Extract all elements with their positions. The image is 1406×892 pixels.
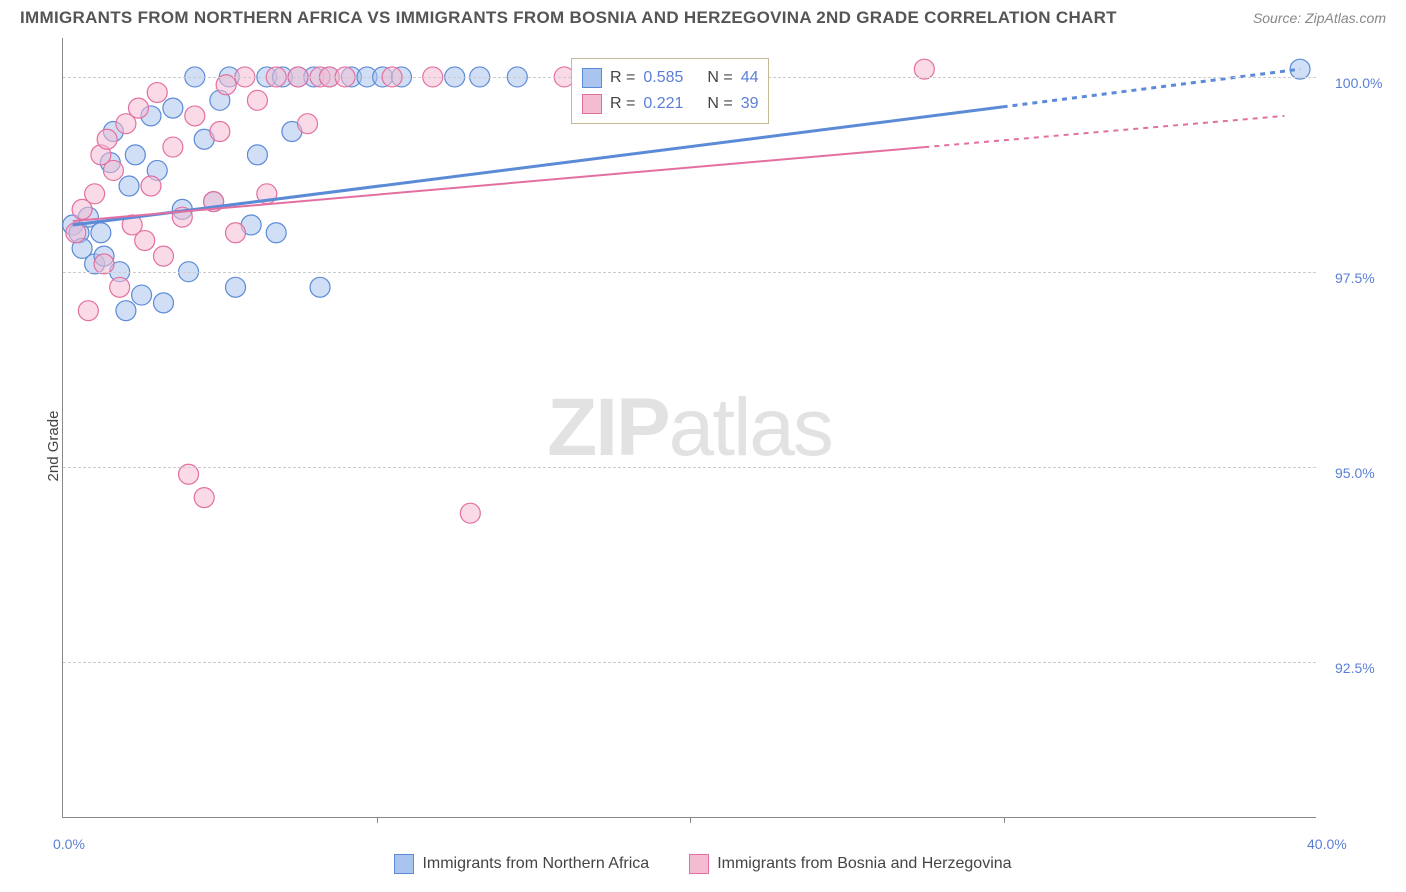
scatter-point xyxy=(154,293,174,313)
scatter-point xyxy=(266,223,286,243)
bottom-legend-item: Immigrants from Northern Africa xyxy=(394,854,649,874)
x-tick xyxy=(1004,817,1005,823)
scatter-point xyxy=(119,176,139,196)
scatter-point xyxy=(310,277,330,297)
scatter-point xyxy=(94,254,114,274)
scatter-point xyxy=(91,223,111,243)
scatter-point xyxy=(460,503,480,523)
x-tick xyxy=(690,817,691,823)
stats-legend-row: R = 0.221 N = 39 xyxy=(582,91,758,117)
bottom-legend-item: Immigrants from Bosnia and Herzegovina xyxy=(689,854,1011,874)
x-tick-label: 0.0% xyxy=(53,836,85,852)
scatter-point xyxy=(147,83,167,103)
bottom-legend: Immigrants from Northern Africa Immigrant… xyxy=(0,854,1406,874)
trend-line-dashed xyxy=(1003,69,1300,107)
title-bar: IMMIGRANTS FROM NORTHERN AFRICA VS IMMIG… xyxy=(20,8,1386,28)
scatter-point xyxy=(85,184,105,204)
scatter-point xyxy=(103,160,123,180)
scatter-point xyxy=(78,301,98,321)
legend-label: Immigrants from Northern Africa xyxy=(422,855,649,873)
gridline xyxy=(63,662,1316,663)
legend-swatch xyxy=(582,94,602,114)
source-label: Source: xyxy=(1253,10,1301,26)
scatter-point xyxy=(154,246,174,266)
plot-area: ZIPatlas 92.5%95.0%97.5%100.0%0.0%40.0%R… xyxy=(62,38,1316,818)
stats-legend-row: R = 0.585 N = 44 xyxy=(582,65,758,91)
y-tick-label: 97.5% xyxy=(1335,270,1375,286)
legend-swatch xyxy=(689,854,709,874)
scatter-point xyxy=(128,98,148,118)
y-tick-label: 95.0% xyxy=(1335,465,1375,481)
scatter-point xyxy=(226,223,246,243)
legend-label: Immigrants from Bosnia and Herzegovina xyxy=(717,855,1011,873)
scatter-point xyxy=(97,129,117,149)
n-value: 39 xyxy=(741,95,759,113)
n-label: N = xyxy=(707,95,732,113)
scatter-point xyxy=(194,488,214,508)
scatter-point xyxy=(116,301,136,321)
r-label: R = xyxy=(610,69,635,87)
scatter-point xyxy=(110,277,130,297)
scatter-point xyxy=(185,106,205,126)
chart-title: IMMIGRANTS FROM NORTHERN AFRICA VS IMMIG… xyxy=(20,8,1117,28)
plot-svg xyxy=(63,38,1316,817)
scatter-point xyxy=(210,121,230,141)
scatter-point xyxy=(163,98,183,118)
source-value: ZipAtlas.com xyxy=(1305,10,1386,26)
trend-line-dashed xyxy=(924,116,1284,147)
y-axis-label: 2nd Grade xyxy=(45,411,62,482)
r-label: R = xyxy=(610,95,635,113)
x-tick xyxy=(377,817,378,823)
scatter-point xyxy=(298,114,318,134)
scatter-point xyxy=(226,277,246,297)
scatter-point xyxy=(141,176,161,196)
r-value: 0.585 xyxy=(643,69,699,87)
legend-swatch xyxy=(582,68,602,88)
source-text: Source: ZipAtlas.com xyxy=(1253,10,1386,26)
x-tick-label: 40.0% xyxy=(1307,836,1347,852)
scatter-point xyxy=(247,90,267,110)
gridline xyxy=(63,467,1316,468)
stats-legend-box: R = 0.585 N = 44 R = 0.221 N = 39 xyxy=(571,58,769,124)
n-label: N = xyxy=(707,69,732,87)
y-tick-label: 92.5% xyxy=(1335,660,1375,676)
trend-line xyxy=(73,147,925,221)
scatter-point xyxy=(132,285,152,305)
scatter-point xyxy=(163,137,183,157)
r-value: 0.221 xyxy=(643,95,699,113)
scatter-point xyxy=(135,231,155,251)
y-tick-label: 100.0% xyxy=(1335,75,1382,91)
gridline xyxy=(63,272,1316,273)
legend-swatch xyxy=(394,854,414,874)
scatter-point xyxy=(247,145,267,165)
scatter-point xyxy=(125,145,145,165)
n-value: 44 xyxy=(741,69,759,87)
